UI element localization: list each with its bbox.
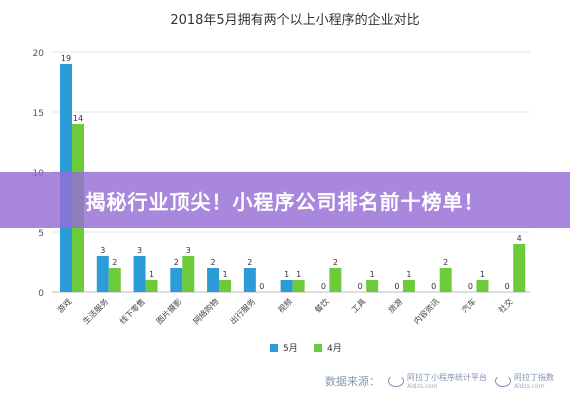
data-label: 1 [370,270,375,279]
data-label: 1 [284,270,289,279]
x-tick-label: 旅游 [386,296,404,314]
data-label: 0 [321,282,326,291]
y-tick-label: 0 [38,289,44,299]
bar-april [402,280,415,292]
data-label: 2 [333,258,338,267]
data-label: 0 [431,282,436,291]
aladdin-logo-2: 阿拉丁指数 Aldzs.com [495,372,554,390]
data-label: 2 [443,258,448,267]
data-label: 4 [517,234,522,243]
aladdin-lamp-icon [388,375,404,387]
data-label: 2 [211,258,216,267]
y-tick-label: 20 [33,49,45,59]
x-tick-label: 生活服务 [80,296,110,326]
x-tick-label: 餐饮 [312,296,330,314]
legend-label: 5月 [283,343,298,354]
legend-swatch [314,344,322,352]
data-label: 3 [100,246,105,255]
y-tick-label: 5 [38,229,44,239]
data-label: 2 [174,258,179,267]
x-tick-label: 游戏 [55,296,73,314]
bar-april [439,268,452,292]
x-tick-label: 图片摄影 [154,296,184,326]
promo-banner: 揭秘行业顶尖！小程序公司排名前十榜单！ [0,172,570,228]
bar-april [366,280,379,292]
x-axis: 游戏 生活服务 线下零售 图片摄影 网络购物 出行服务 视频 餐饮 工具 旅游 内容资讯 汽车 社交 [55,296,515,326]
data-label: 1 [149,270,154,279]
data-label: 0 [505,282,510,291]
legend: 5月 4月 [270,343,342,354]
bar-may [207,268,220,292]
logo1-url: Aldzs.com [407,383,438,390]
bar-april [292,280,305,292]
bar-april [108,268,121,292]
x-tick-label: 社交 [496,296,514,314]
bar-may [243,268,256,292]
source-footer: 数据来源： 阿拉丁小程序统计平台 Aldzs.com 阿拉丁指数 Aldzs.c… [325,372,554,390]
bar-may [170,268,183,292]
aladdin-logo-1: 阿拉丁小程序统计平台 Aldzs.com [388,372,487,390]
x-tick-label: 工具 [350,297,368,315]
banner-text: 揭秘行业顶尖！小程序公司排名前十榜单！ [85,189,485,214]
data-label: 1 [406,270,411,279]
data-label: 1 [296,270,301,279]
x-tick-label: 内容资讯 [411,296,441,326]
bar-april [219,280,232,292]
x-tick-label: 线下零售 [117,296,147,326]
bar-may [280,280,293,292]
data-label: 1 [223,270,228,279]
x-tick-label: 视频 [276,296,294,314]
bar-may [133,256,146,292]
data-label: 3 [137,246,142,255]
x-tick-label: 出行服务 [228,296,258,326]
logo2-url: Aldzs.com [514,383,545,390]
data-label: 0 [468,282,473,291]
data-label: 2 [247,258,252,267]
bar-april [182,256,195,292]
x-tick-label: 汽车 [459,296,477,314]
bar-april [145,280,158,292]
data-label: 14 [73,114,83,123]
source-label: 数据来源： [325,375,380,388]
data-label: 19 [61,54,71,63]
bar-april [476,280,489,292]
logo1-name: 阿拉丁小程序统计平台 [407,373,487,382]
legend-swatch [270,344,278,352]
bar-may [96,256,109,292]
legend-label: 4月 [327,343,342,354]
x-tick-label: 网络购物 [191,296,221,326]
data-label: 0 [259,282,264,291]
data-label: 3 [186,246,191,255]
chart-title: 2018年5月拥有两个以上小程序的企业对比 [170,12,419,28]
aladdin-lamp-icon [495,375,511,387]
data-label: 0 [358,282,363,291]
bar-april [513,244,526,292]
logo2-name: 阿拉丁指数 [514,373,554,382]
data-label: 1 [480,270,485,279]
data-label: 0 [394,282,399,291]
y-tick-label: 15 [33,109,44,119]
data-label: 2 [112,258,117,267]
bar-april [329,268,342,292]
